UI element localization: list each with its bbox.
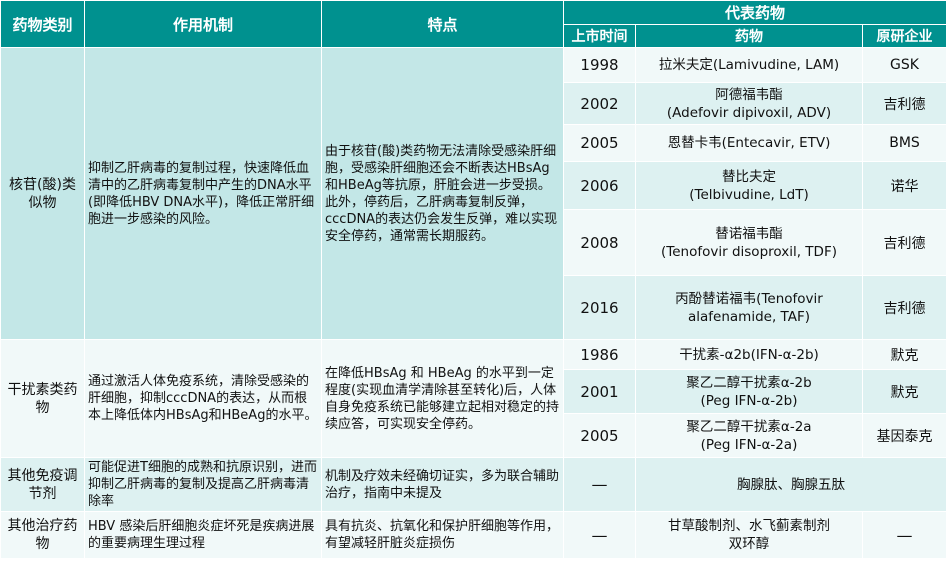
table-row: 2006 替比夫定 (Telbivudine, LdT) 诺华 bbox=[1, 161, 948, 210]
launch-year: 2006 bbox=[563, 161, 636, 210]
table-row: 2008 替诺福韦酯 (Tenofovir disoproxil, TDF) 吉利… bbox=[1, 209, 948, 276]
originator-company: 吉利德 bbox=[861, 275, 948, 340]
launch-year: 2008 bbox=[563, 209, 636, 276]
features-nucleoside-analogs: 由于核苷(酸)类药物无法清除受感染肝细胞，受感染肝细胞还会不断表达HBsAg和H… bbox=[321, 47, 564, 340]
drug-name: 替比夫定 (Telbivudine, LdT) bbox=[635, 161, 863, 210]
mechanism-other-therapy: HBV 感染后肝细胞炎症坏死是疾病进展的重要病理生理过程 bbox=[84, 511, 322, 559]
header-mechanism: 作用机制 bbox=[84, 0, 322, 48]
drug-name: 阿德福韦酯 (Adefovir dipivoxil, ADV) bbox=[635, 82, 863, 125]
table-row: 2002 阿德福韦酯 (Adefovir dipivoxil, ADV) 吉利德 bbox=[1, 82, 948, 125]
header-drug: 药物 bbox=[635, 24, 863, 48]
table-row: 2001 聚乙二醇干扰素α-2b (Peg IFN-α-2b) 默克 bbox=[1, 369, 948, 414]
features-interferons: 在降低HBsAg 和 HBeAg 的水平到一定程度(实现血清学清除甚至转化)后，… bbox=[321, 339, 564, 458]
originator-company: 默克 bbox=[861, 369, 948, 414]
category-interferons: 干扰素类药物 bbox=[0, 339, 85, 458]
mechanism-nucleoside-analogs: 抑制乙肝病毒的复制过程，快速降低血清中的乙肝病毒复制中产生的DNA水平(即降低H… bbox=[84, 47, 322, 340]
category-other-therapy: 其他治疗药物 bbox=[0, 511, 85, 559]
launch-year: 2016 bbox=[563, 275, 636, 340]
originator-company: 默克 bbox=[861, 339, 948, 370]
originator-company: 基因泰克 bbox=[861, 413, 948, 458]
features-other-therapy: 具有抗炎、抗氧化和保护肝细胞等作用，有望减轻肝脏炎症损伤 bbox=[321, 511, 564, 559]
originator-company: 吉利德 bbox=[861, 82, 948, 125]
mechanism-interferons: 通过激活人体免疫系统，清除受感染的肝细胞，抑制cccDNA的表达，从而根本上降低… bbox=[84, 339, 322, 458]
launch-year: 2005 bbox=[563, 124, 636, 162]
category-nucleoside-analogs: 核苷(酸)类似物 bbox=[0, 47, 85, 340]
drug-name: 胸腺肽、胸腺五肽 bbox=[634, 457, 948, 512]
launch-year: 1986 bbox=[563, 339, 636, 370]
originator-company: — bbox=[861, 511, 948, 559]
header-launch-time: 上市时间 bbox=[563, 24, 636, 48]
launch-year: 2001 bbox=[563, 369, 636, 414]
drug-name: 丙酚替诺福韦(Tenofovir alafenamide, TAF) bbox=[635, 275, 863, 340]
header-features: 特点 bbox=[321, 0, 564, 48]
launch-year: 2005 bbox=[563, 413, 636, 458]
table-row: 干扰素类药物 通过激活人体免疫系统，清除受感染的肝细胞，抑制cccDNA的表达，… bbox=[0, 339, 948, 458]
table-row: 2005 恩替卡韦(Entecavir, ETV) BMS bbox=[1, 124, 948, 162]
header-originator: 原研企业 bbox=[861, 24, 948, 48]
originator-company: BMS bbox=[861, 124, 948, 162]
drug-name: 恩替卡韦(Entecavir, ETV) bbox=[635, 124, 863, 162]
hbv-drug-table: 药物类别 作用机制 特点 代表药物 上市时间 药物 原研企业 核苷(酸)类似物 … bbox=[0, 0, 948, 559]
features-immunomodulators: 机制及疗效未经确切证实，多为联合辅助治疗，指南中未提及 bbox=[321, 457, 564, 512]
mechanism-immunomodulators: 可能促进T细胞的成熟和抗原识别，进而抑制乙肝病毒的复制及提高乙肝病毒清除率 bbox=[84, 457, 322, 512]
drug-name: 聚乙二醇干扰素α-2a (Peg IFN-α-2a) bbox=[635, 413, 863, 458]
launch-year: — bbox=[563, 511, 636, 559]
drug-name: 甘草酸制剂、水飞蓟素制剂 双环醇 bbox=[635, 511, 863, 559]
category-immunomodulators: 其他免疫调节剂 bbox=[0, 457, 85, 512]
header-category: 药物类别 bbox=[0, 0, 85, 48]
launch-year: 2002 bbox=[563, 82, 636, 125]
launch-year: 1998 bbox=[563, 47, 636, 83]
table-row: 其他治疗药物 HBV 感染后肝细胞炎症坏死是疾病进展的重要病理生理过程 具有抗炎… bbox=[0, 511, 948, 559]
drug-name: 替诺福韦酯 (Tenofovir disoproxil, TDF) bbox=[635, 209, 863, 276]
drug-name: 干扰素-α2b(IFN-α-2b) bbox=[635, 339, 863, 370]
launch-year: — bbox=[563, 457, 636, 512]
table-row: 2005 聚乙二醇干扰素α-2a (Peg IFN-α-2a) 基因泰克 bbox=[1, 413, 948, 458]
drug-name: 聚乙二醇干扰素α-2b (Peg IFN-α-2b) bbox=[635, 369, 863, 414]
table-row: 2016 丙酚替诺福韦(Tenofovir alafenamide, TAF) 吉… bbox=[1, 275, 948, 340]
originator-company: 吉利德 bbox=[861, 209, 948, 276]
drug-name: 拉米夫定(Lamivudine, LAM) bbox=[635, 47, 863, 83]
table-row: 核苷(酸)类似物 抑制乙肝病毒的复制过程，快速降低血清中的乙肝病毒复制中产生的D… bbox=[0, 47, 948, 340]
originator-company: GSK bbox=[861, 47, 948, 83]
header-representative-drugs: 代表药物 bbox=[562, 0, 948, 25]
table-row: 其他免疫调节剂 可能促进T细胞的成熟和抗原识别，进而抑制乙肝病毒的复制及提高乙肝… bbox=[0, 457, 948, 512]
originator-company: 诺华 bbox=[861, 161, 948, 210]
